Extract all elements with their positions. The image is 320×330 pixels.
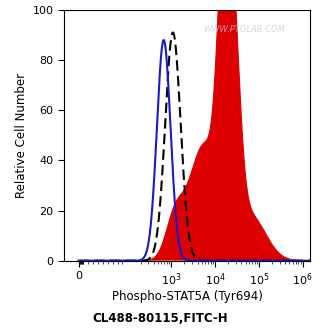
X-axis label: Phospho-STAT5A (Tyr694): Phospho-STAT5A (Tyr694) xyxy=(112,290,263,304)
Y-axis label: Relative Cell Number: Relative Cell Number xyxy=(15,73,28,198)
Text: CL488-80115,FITC-H: CL488-80115,FITC-H xyxy=(92,312,228,325)
Text: WWW.PTGLAB.COM: WWW.PTGLAB.COM xyxy=(203,25,285,34)
